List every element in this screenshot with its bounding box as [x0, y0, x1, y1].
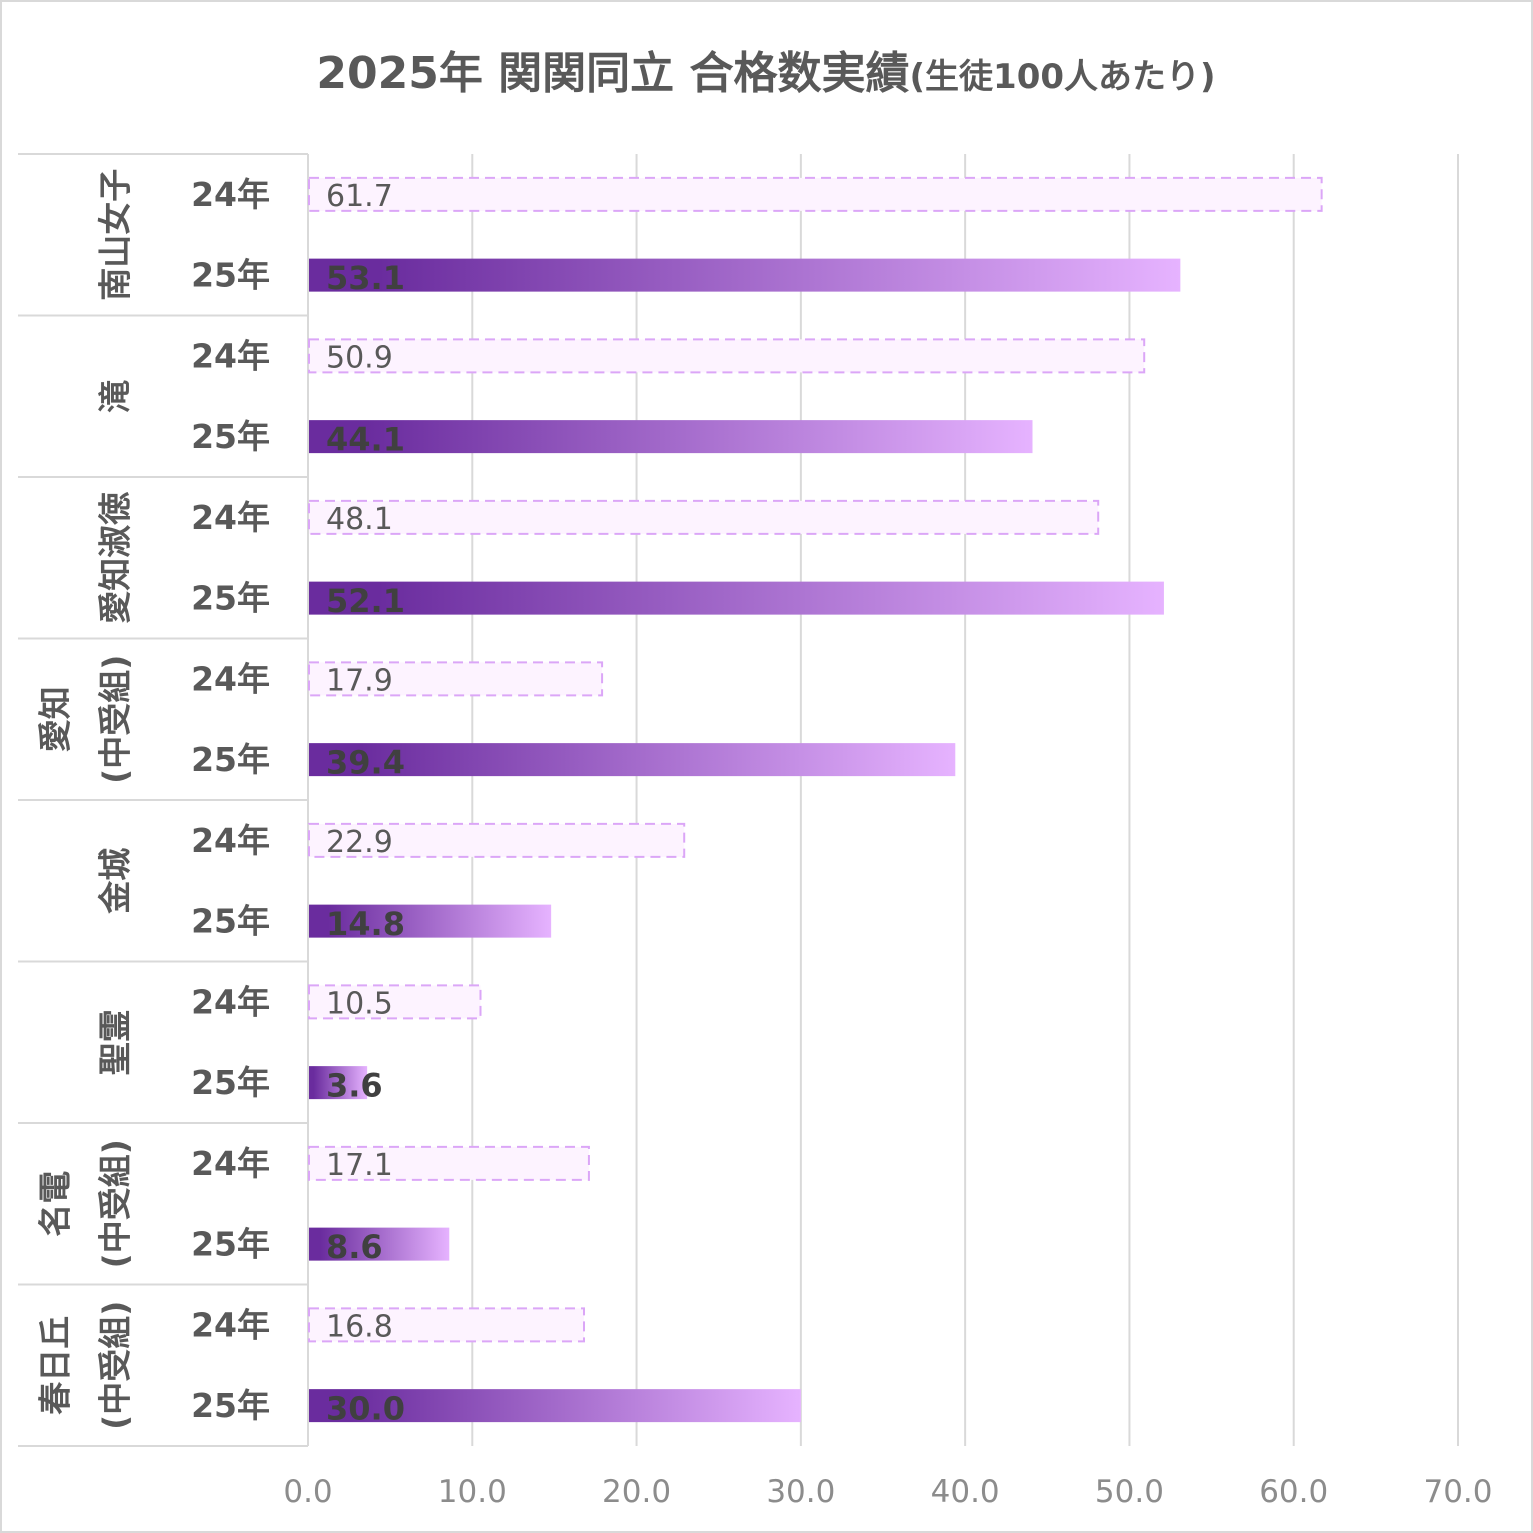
- school-name-label: 金城: [96, 848, 135, 915]
- year-label: 24年: [191, 821, 270, 860]
- x-tick-label: 70.0: [1423, 1474, 1492, 1510]
- x-tick-label: 10.0: [438, 1474, 507, 1510]
- data-label-25: 30.0: [326, 1390, 405, 1428]
- data-label-24: 61.7: [326, 179, 393, 214]
- year-label: 25年: [191, 256, 270, 295]
- bar-24: [308, 338, 1146, 374]
- school-name-label: 愛知淑徳: [96, 492, 135, 624]
- x-tick-label: 0.0: [283, 1474, 332, 1510]
- school-name-label: 滝: [96, 380, 135, 413]
- bar-25: [309, 258, 1181, 292]
- data-label-24: 17.9: [326, 663, 393, 698]
- data-label-24: 17.1: [326, 1148, 393, 1183]
- year-label: 24年: [191, 498, 270, 537]
- x-tick-label: 20.0: [602, 1474, 671, 1510]
- bar-24: [308, 661, 604, 697]
- year-label: 24年: [191, 982, 270, 1021]
- school-name-label: 名電: [36, 1171, 75, 1237]
- data-label-25: 3.6: [326, 1067, 383, 1105]
- chart-title-main: 2025年 関関同立 合格数実績: [316, 48, 909, 99]
- data-label-25: 44.1: [326, 421, 405, 459]
- bar-25: [309, 904, 552, 938]
- bar-25: [309, 1389, 801, 1423]
- data-label-24: 16.8: [326, 1309, 393, 1344]
- data-label-24: 50.9: [326, 340, 393, 375]
- data-label-25: 8.6: [326, 1228, 383, 1266]
- school-name-label: 愛知: [36, 686, 75, 752]
- x-tick-label: 50.0: [1095, 1474, 1164, 1510]
- year-label: 25年: [191, 579, 270, 618]
- year-label: 25年: [191, 1386, 270, 1425]
- data-label-24: 10.5: [326, 986, 393, 1021]
- bar-24: [308, 1145, 590, 1181]
- school-name-label: 春日丘: [36, 1316, 75, 1415]
- year-label: 25年: [191, 417, 270, 456]
- year-label: 25年: [191, 902, 270, 941]
- data-labels: 61.7 53.1 50.9 44.1 48.1 52.1 17.9 39.4 22.9 14.8…: [326, 179, 405, 1428]
- year-label: 25年: [191, 740, 270, 779]
- data-label-25: 53.1: [326, 259, 405, 297]
- chart-title: 2025年 関関同立 合格数実績(生徒100人あたり): [316, 48, 1215, 99]
- bar-24: [308, 984, 482, 1020]
- x-tick-label: 30.0: [766, 1474, 835, 1510]
- data-label-25: 14.8: [326, 905, 405, 943]
- x-tick-label: 60.0: [1259, 1474, 1328, 1510]
- year-label: 24年: [191, 1144, 270, 1183]
- school-name-label: 南山女子: [96, 169, 135, 301]
- year-label: 24年: [191, 1305, 270, 1344]
- bar-24: [308, 822, 686, 858]
- bar-25: [309, 420, 1033, 454]
- bar-24: [308, 1307, 585, 1343]
- school-name-label: 聖霊: [96, 1009, 135, 1075]
- year-label: 24年: [191, 659, 270, 698]
- year-label: 25年: [191, 1063, 270, 1102]
- x-tick-label: 40.0: [931, 1474, 1000, 1510]
- data-label-24: 48.1: [326, 502, 393, 537]
- year-label: 24年: [191, 336, 270, 375]
- school-name-label: (中受組): [96, 1139, 135, 1268]
- bar-24: [308, 176, 1323, 212]
- bar-25: [309, 1227, 450, 1261]
- school-name-label: (中受組): [96, 655, 135, 784]
- bar-25: [309, 581, 1164, 615]
- year-label: 24年: [191, 175, 270, 214]
- x-axis-ticks: 0.0 10.0 20.0 30.0 40.0 50.0 60.0 70.0: [283, 1474, 1492, 1510]
- bar-25: [309, 743, 956, 777]
- data-label-25: 39.4: [326, 744, 405, 782]
- data-label-24: 22.9: [326, 825, 393, 860]
- chart-title-suffix: (生徒100人あたり): [910, 57, 1216, 97]
- data-label-25: 52.1: [326, 582, 405, 620]
- school-name-label: (中受組): [96, 1301, 135, 1430]
- bars: [308, 176, 1323, 1423]
- bar-25: [309, 1066, 368, 1100]
- year-label: 25年: [191, 1225, 270, 1264]
- bar-24: [308, 499, 1100, 535]
